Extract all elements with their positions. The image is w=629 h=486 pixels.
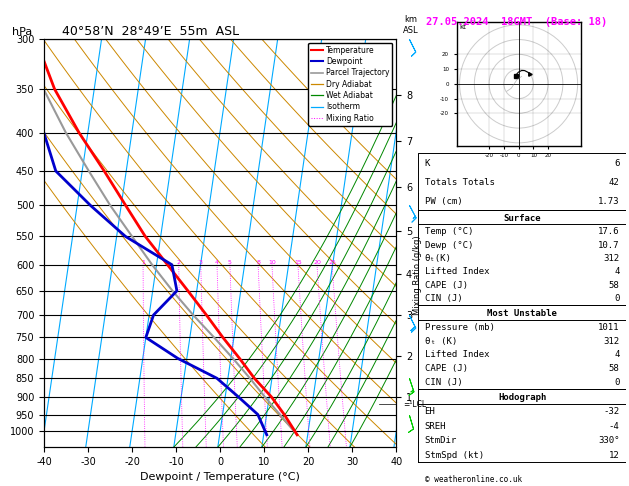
Text: CIN (J): CIN (J) <box>425 378 462 387</box>
Text: Most Unstable: Most Unstable <box>487 309 557 318</box>
Text: Pressure (mb): Pressure (mb) <box>425 323 494 331</box>
Text: 1: 1 <box>141 260 145 265</box>
Text: 0: 0 <box>615 295 620 303</box>
Text: Hodograph: Hodograph <box>498 393 546 402</box>
Text: 5: 5 <box>228 260 232 265</box>
Text: 58: 58 <box>609 364 620 373</box>
Text: θₜ (K): θₜ (K) <box>425 337 457 346</box>
Text: 10.7: 10.7 <box>598 241 620 250</box>
Text: -4: -4 <box>609 421 620 431</box>
Text: CAPE (J): CAPE (J) <box>425 364 467 373</box>
Text: Lifted Index: Lifted Index <box>425 267 489 277</box>
Text: Mixing Ratio (g/kg): Mixing Ratio (g/kg) <box>413 236 422 315</box>
Text: 4: 4 <box>615 267 620 277</box>
Text: K: K <box>425 159 430 168</box>
Text: kt: kt <box>460 24 467 30</box>
Text: Temp (°C): Temp (°C) <box>425 227 473 236</box>
Legend: Temperature, Dewpoint, Parcel Trajectory, Dry Adiabat, Wet Adiabat, Isotherm, Mi: Temperature, Dewpoint, Parcel Trajectory… <box>308 43 392 125</box>
Text: =¹LCL: =¹LCL <box>403 399 426 409</box>
Text: StmDir: StmDir <box>425 436 457 445</box>
Text: 15: 15 <box>294 260 302 265</box>
Text: CAPE (J): CAPE (J) <box>425 281 467 290</box>
Text: 4: 4 <box>215 260 219 265</box>
Text: 1011: 1011 <box>598 323 620 331</box>
Text: 3: 3 <box>199 260 203 265</box>
Text: Lifted Index: Lifted Index <box>425 350 489 360</box>
Text: 20: 20 <box>313 260 321 265</box>
Text: 10: 10 <box>268 260 276 265</box>
Text: 0: 0 <box>615 378 620 387</box>
Text: 1.73: 1.73 <box>598 197 620 206</box>
Text: 330°: 330° <box>598 436 620 445</box>
Text: Dewp (°C): Dewp (°C) <box>425 241 473 250</box>
Text: θₜ(K): θₜ(K) <box>425 254 452 263</box>
Text: EH: EH <box>425 407 435 416</box>
Text: 42: 42 <box>609 178 620 187</box>
X-axis label: Dewpoint / Temperature (°C): Dewpoint / Temperature (°C) <box>140 472 300 483</box>
Text: 40°58’N  28°49’E  55m  ASL: 40°58’N 28°49’E 55m ASL <box>62 25 239 38</box>
Text: 12: 12 <box>609 451 620 460</box>
Text: PW (cm): PW (cm) <box>425 197 462 206</box>
Text: Surface: Surface <box>503 213 541 223</box>
Text: 4: 4 <box>615 350 620 360</box>
Text: 27.05.2024  18GMT  (Base: 18): 27.05.2024 18GMT (Base: 18) <box>426 17 608 27</box>
Text: -32: -32 <box>603 407 620 416</box>
Text: 6: 6 <box>615 159 620 168</box>
Text: 312: 312 <box>603 337 620 346</box>
Text: 8: 8 <box>256 260 260 265</box>
Text: 17.6: 17.6 <box>598 227 620 236</box>
Text: © weatheronline.co.uk: © weatheronline.co.uk <box>425 474 521 484</box>
Text: 25: 25 <box>328 260 336 265</box>
Text: 2: 2 <box>177 260 181 265</box>
Text: hPa: hPa <box>13 27 33 37</box>
Text: 58: 58 <box>609 281 620 290</box>
Text: 312: 312 <box>603 254 620 263</box>
Text: CIN (J): CIN (J) <box>425 295 462 303</box>
Text: km
ASL: km ASL <box>403 16 418 35</box>
Text: Totals Totals: Totals Totals <box>425 178 494 187</box>
Text: StmSpd (kt): StmSpd (kt) <box>425 451 484 460</box>
Text: SREH: SREH <box>425 421 446 431</box>
